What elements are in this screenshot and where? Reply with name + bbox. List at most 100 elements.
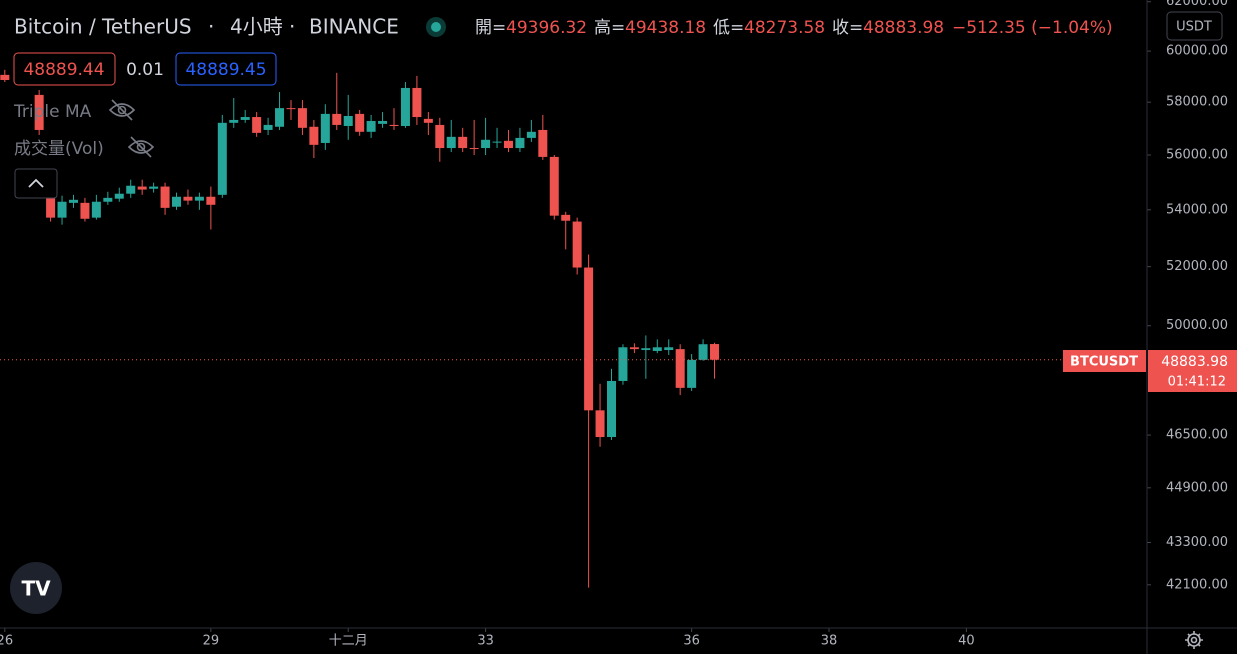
candle-body — [618, 347, 628, 381]
collapse-icon — [28, 178, 44, 188]
candle-body — [549, 156, 559, 216]
candle-body — [183, 196, 193, 201]
y-tick-label: 50000.00 — [1166, 318, 1228, 333]
separator: · — [289, 15, 295, 39]
candle-body — [34, 94, 44, 130]
candle-body — [297, 108, 307, 128]
interval[interactable]: 4小時 — [230, 15, 283, 39]
candle-body — [687, 359, 697, 388]
candle-body — [641, 348, 651, 351]
candle-body — [400, 87, 410, 126]
x-tick-label: 38 — [821, 634, 838, 649]
candle-body — [275, 108, 285, 127]
high-label: 高= — [594, 18, 625, 38]
x-tick-label: 36 — [683, 634, 700, 649]
y-tick-label: 52000.00 — [1166, 259, 1228, 274]
sell-button[interactable] — [13, 52, 116, 86]
candle-body — [710, 344, 720, 360]
candle-body — [149, 186, 159, 189]
candle-body — [412, 87, 422, 118]
candle-body — [206, 196, 216, 205]
y-tick-label: 56000.00 — [1166, 148, 1228, 163]
candle-body — [526, 131, 536, 138]
change: −512.35 (−1.04%) — [952, 18, 1113, 38]
candle-body — [503, 140, 513, 149]
symbol-label-box — [1063, 350, 1146, 372]
candle-body — [584, 267, 594, 411]
candle-body — [160, 186, 170, 208]
last-price: 48883.98 — [1161, 354, 1228, 370]
candle-body — [698, 344, 708, 360]
close-value: 48883.98 — [863, 18, 944, 38]
candle-body — [194, 196, 204, 201]
exchange: BINANCE — [309, 15, 399, 39]
candle-body — [492, 141, 502, 143]
symbol-title[interactable]: Bitcoin / TetherUS — [14, 15, 192, 39]
collapse-button[interactable] — [14, 168, 58, 199]
countdown: 01:41:12 — [1168, 375, 1226, 390]
hide-icon[interactable] — [127, 136, 155, 158]
low-value: 48273.58 — [744, 18, 825, 38]
candle-body — [46, 196, 56, 218]
y-tick-label: 58000.00 — [1166, 95, 1228, 110]
spread: 0.01 — [126, 60, 164, 80]
last-price-box — [1148, 350, 1237, 392]
candle-body — [481, 139, 491, 149]
candle-body — [607, 380, 617, 438]
x-tick-label: 29 — [203, 634, 220, 649]
y-tick-label: 60000.00 — [1166, 44, 1228, 59]
x-tick-label: 十二月 — [329, 634, 368, 649]
candle-body — [389, 124, 399, 126]
candle-body — [309, 126, 319, 145]
candle-body — [675, 349, 685, 388]
close-label: 收= — [832, 18, 863, 38]
high-value: 49438.18 — [625, 18, 706, 38]
candle-body — [652, 347, 662, 351]
hide-icon[interactable] — [108, 99, 136, 121]
candle-body — [435, 124, 445, 149]
candle-body — [286, 108, 296, 110]
buy-button[interactable] — [175, 52, 277, 86]
candle-body — [366, 120, 376, 132]
y-tick-label: 54000.00 — [1166, 202, 1228, 217]
candle-body — [446, 136, 456, 149]
candle-body — [252, 117, 262, 133]
candle-body — [469, 148, 479, 150]
symbol-label: BTCUSDT — [1070, 355, 1138, 370]
sell-price: 48889.44 — [23, 60, 104, 80]
candle-body — [355, 113, 365, 132]
x-tick-label: 26 — [0, 634, 13, 649]
candle-body — [217, 122, 227, 195]
candle-body — [91, 201, 101, 218]
candle-body — [68, 199, 78, 203]
low-label: 低= — [713, 18, 744, 38]
candle-body — [423, 118, 433, 123]
candle-body — [378, 120, 388, 124]
logo[interactable] — [10, 562, 62, 614]
candle-body — [561, 214, 571, 221]
indicator-label[interactable]: 成交量(Vol) — [14, 139, 104, 159]
candle-body — [664, 347, 674, 351]
market-status-dot — [431, 22, 441, 32]
y-tick-label: 44900.00 — [1166, 480, 1228, 495]
candle-body — [126, 185, 136, 194]
candle-body — [103, 197, 113, 202]
y-tick-label: 62000.00 — [1166, 0, 1228, 9]
plot-area — [0, 1, 1151, 632]
settings-icon[interactable] — [1185, 631, 1203, 649]
open-label: 開= — [475, 18, 506, 38]
buy-price: 48889.45 — [185, 60, 266, 80]
currency-button[interactable] — [1166, 11, 1223, 41]
candle-body — [538, 129, 548, 157]
candle-body — [0, 74, 10, 80]
y-tick-label: 43300.00 — [1166, 535, 1228, 550]
candle-body — [343, 115, 353, 126]
currency: USDT — [1176, 20, 1212, 35]
candle-body — [572, 221, 582, 268]
indicator-label[interactable]: Triple MA — [13, 102, 92, 122]
candle-body — [114, 193, 124, 199]
separator: · — [208, 15, 214, 39]
candle-body — [57, 201, 67, 218]
candle-body — [229, 119, 239, 123]
candle-body — [240, 117, 250, 120]
